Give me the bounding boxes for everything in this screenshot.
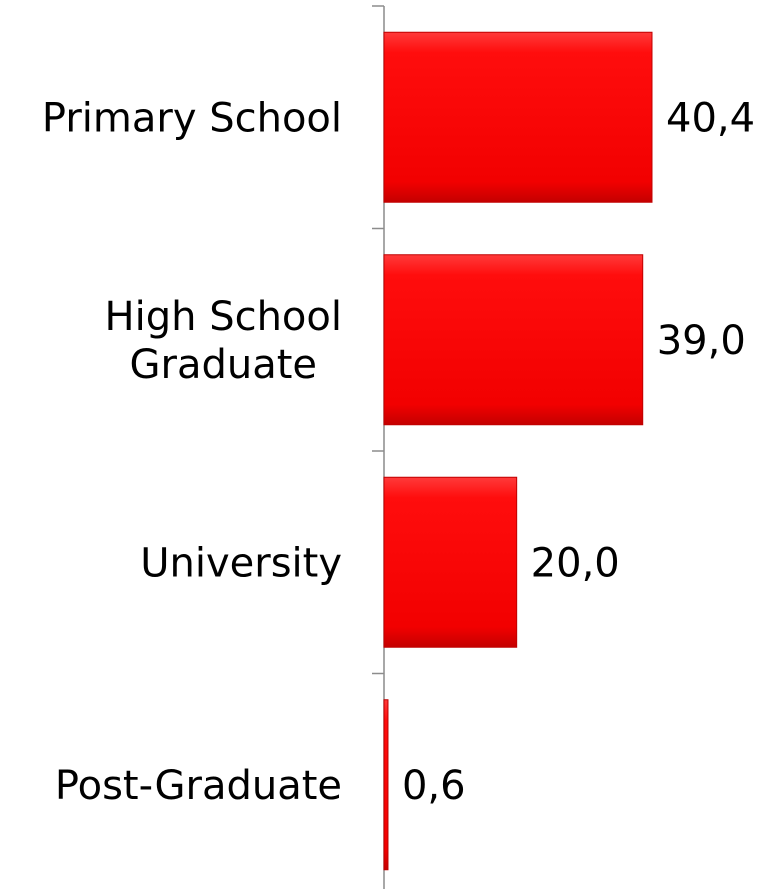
bar <box>383 699 389 871</box>
value-label: 39,0 <box>657 318 746 364</box>
category-label-line: Primary School <box>42 95 342 141</box>
value-label: 20,0 <box>531 540 620 586</box>
category-label-line: High School <box>105 294 342 340</box>
category-label: High School Graduate <box>105 294 342 388</box>
category-label-line: University <box>140 540 342 586</box>
value-label: 40,4 <box>666 95 755 141</box>
category-label: Post-Graduate <box>55 763 342 809</box>
category-label: University <box>140 540 342 586</box>
bar <box>383 254 644 426</box>
category-label-line: Post-Graduate <box>55 763 342 809</box>
bar <box>383 476 518 648</box>
value-label: 0,6 <box>402 763 466 809</box>
category-label: Primary School <box>42 95 342 141</box>
bar <box>383 31 653 203</box>
category-label-line: Graduate <box>130 342 318 388</box>
